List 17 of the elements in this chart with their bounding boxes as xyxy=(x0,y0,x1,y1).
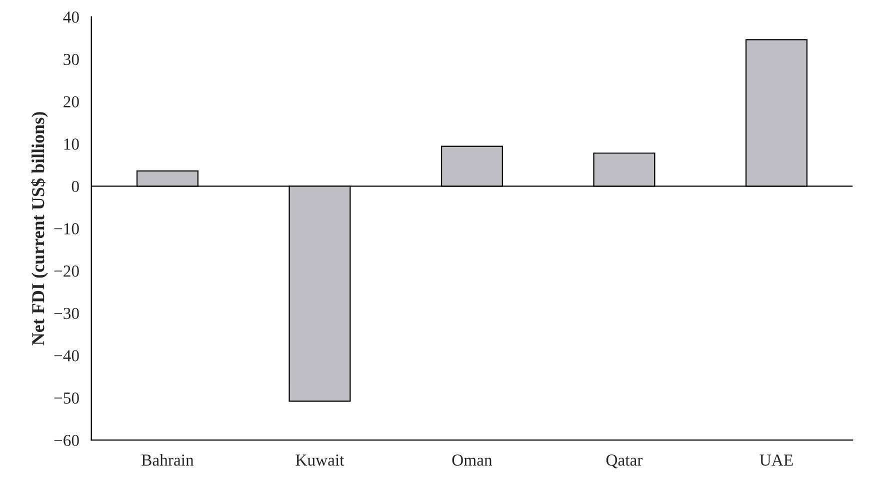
y-tick-label: 30 xyxy=(64,54,79,66)
y-tick-label: −60 xyxy=(54,434,79,446)
x-tick-label: Qatar xyxy=(606,454,643,468)
y-tick-label: 40 xyxy=(63,12,79,23)
x-tick-label: Bahrain xyxy=(142,454,194,466)
y-axis-title: Net FDI (current US$ billions) xyxy=(31,112,48,346)
y-tick-label: −50 xyxy=(54,392,79,404)
y-tick-label: −30 xyxy=(54,308,79,320)
y-tick-label: −10 xyxy=(54,223,79,234)
y-tick-label: −20 xyxy=(54,266,79,277)
x-tick-label: Kuwait xyxy=(296,454,344,466)
y-tick-label: −40 xyxy=(54,350,79,362)
x-tick-label: UAE xyxy=(760,454,793,466)
y-tick-label: 20 xyxy=(64,96,79,108)
x-tick-label: Oman xyxy=(452,454,492,466)
y-tick-label: 0 xyxy=(72,180,79,192)
y-tick-label: 10 xyxy=(64,138,79,150)
